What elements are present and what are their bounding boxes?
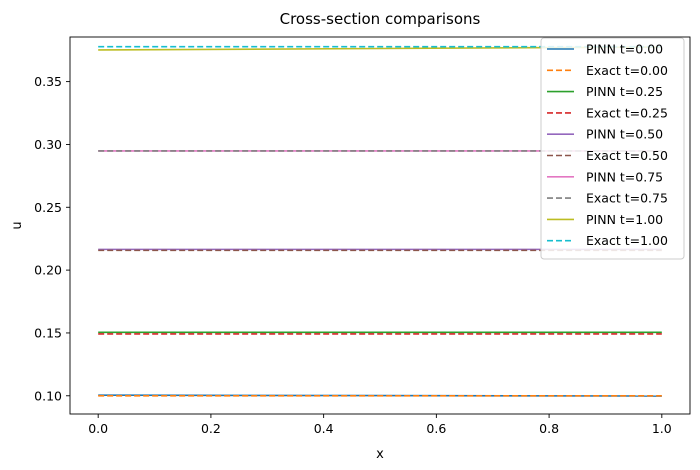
legend-label-pinn-t-1-00: PINN t=1.00: [586, 212, 663, 227]
x-axis-label: x: [376, 447, 384, 462]
legend-label-pinn-t-0-00: PINN t=0.00: [586, 42, 663, 57]
y-tick-label: 0.25: [34, 200, 62, 215]
legend-box: [540, 37, 685, 260]
x-tick-label: 0.8: [539, 421, 559, 436]
x-axis-ticks: 0.0 0.2 0.4 0.6 0.8 1.0: [88, 414, 672, 436]
legend-label-exact-t-1-00: Exact t=1.00: [586, 233, 668, 248]
x-tick-label: 1.0: [652, 421, 672, 436]
y-axis-ticks: 0.10 0.15 0.20 0.25 0.30 0.35: [34, 74, 70, 403]
legend-label-exact-t-0-25: Exact t=0.25: [586, 105, 668, 120]
y-axis-label: u: [10, 221, 25, 229]
legend: PINN t=0.00 Exact t=0.00 PINN t=0.25 Exact …: [540, 37, 685, 260]
plot-frame: [69, 36, 691, 415]
x-tick-label: 0.4: [314, 421, 334, 436]
legend-label-pinn-t-0-50: PINN t=0.50: [586, 127, 663, 142]
legend-label-exact-t-0-75: Exact t=0.75: [586, 191, 668, 206]
legend-label-exact-t-0-50: Exact t=0.50: [586, 148, 668, 163]
y-tick-label: 0.20: [34, 263, 62, 278]
chart-title: Cross-section comparisons: [280, 10, 481, 28]
legend-label-exact-t-0-00: Exact t=0.00: [586, 63, 668, 78]
x-tick-label: 0.2: [201, 421, 221, 436]
y-tick-label: 0.10: [34, 388, 62, 403]
x-tick-label: 0.6: [426, 421, 446, 436]
y-tick-label: 0.35: [34, 74, 62, 89]
y-tick-label: 0.15: [34, 325, 62, 340]
legend-label-pinn-t-0-25: PINN t=0.25: [586, 84, 663, 99]
x-tick-label: 0.0: [88, 421, 108, 436]
y-tick-label: 0.30: [34, 137, 62, 152]
legend-label-pinn-t-0-75: PINN t=0.75: [586, 169, 663, 184]
